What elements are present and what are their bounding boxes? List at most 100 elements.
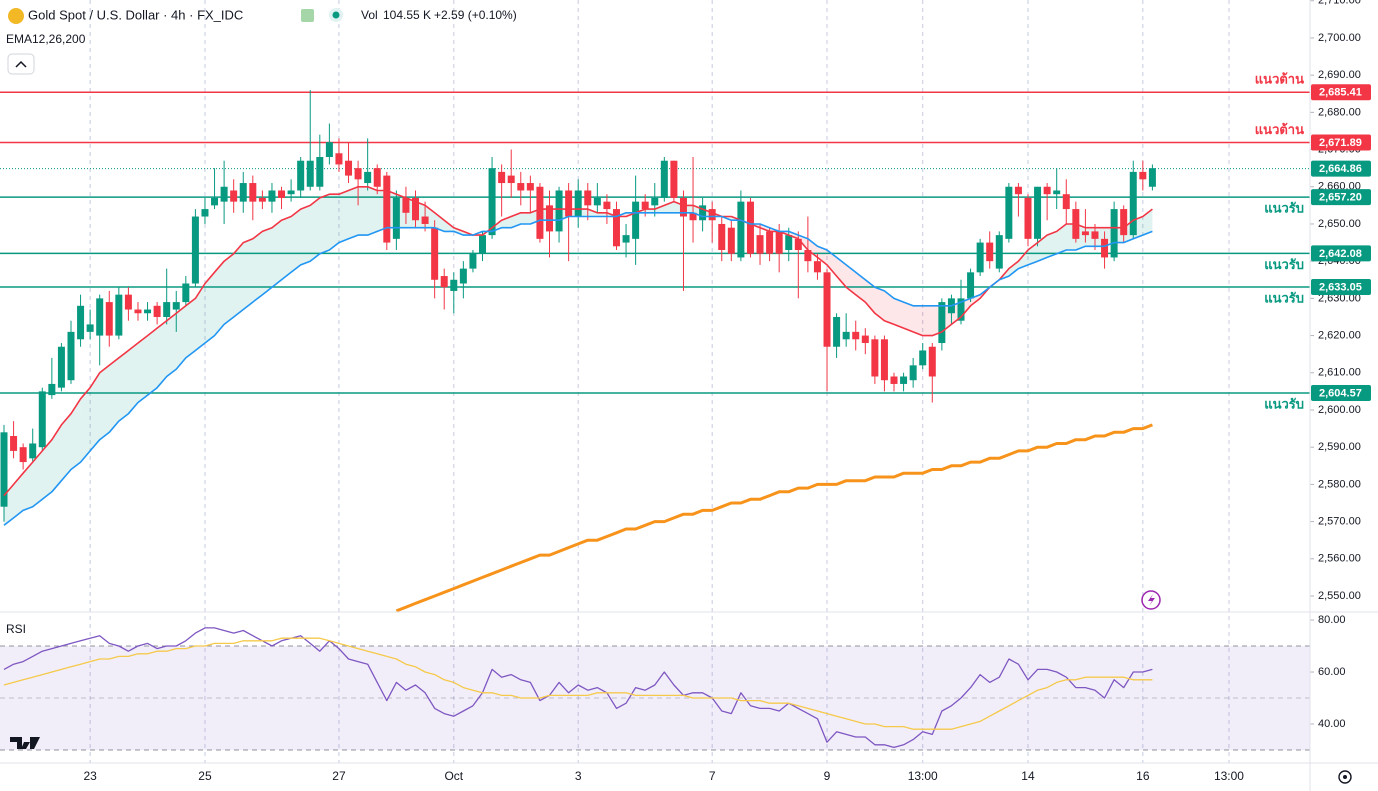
candle-body bbox=[354, 168, 362, 180]
candle-body bbox=[96, 298, 104, 336]
candle-body bbox=[431, 227, 439, 280]
candle-body bbox=[612, 209, 620, 247]
level-price-box bbox=[1311, 160, 1371, 177]
ema-cloud bbox=[224, 253, 234, 325]
ema-cloud bbox=[51, 424, 62, 492]
candle-body bbox=[57, 346, 65, 388]
candle-body bbox=[909, 365, 917, 381]
candle-body bbox=[1024, 197, 1032, 239]
ema-cloud bbox=[262, 227, 272, 295]
level-price-label: 2,633.05 bbox=[1319, 281, 1362, 293]
level-price-label: 2,604.57 bbox=[1319, 387, 1362, 399]
candle-body bbox=[871, 339, 879, 377]
candle-body bbox=[746, 201, 754, 254]
level-price-label: 2,664.86 bbox=[1319, 163, 1362, 175]
candle-body bbox=[498, 171, 506, 184]
candle-body bbox=[928, 346, 936, 377]
candle-body bbox=[325, 142, 333, 157]
level-annotation: แนวต้าน bbox=[1255, 72, 1304, 87]
candle-body bbox=[900, 376, 908, 384]
candle-body bbox=[919, 350, 927, 366]
y-tick-label: 2,690.00 bbox=[1318, 69, 1361, 81]
candle-body bbox=[775, 231, 783, 254]
ema-cloud bbox=[71, 398, 81, 470]
x-tick-label: 13:00 bbox=[1214, 769, 1244, 783]
level-annotation: แนวรับ bbox=[1264, 290, 1304, 305]
candle-body bbox=[565, 190, 573, 217]
y-tick-label: 2,630.00 bbox=[1318, 292, 1361, 304]
ema-cloud bbox=[252, 231, 263, 303]
y-tick-label: 2,590.00 bbox=[1318, 441, 1361, 453]
candle-body bbox=[1034, 186, 1042, 239]
ema-cloud bbox=[348, 186, 359, 239]
candle-body bbox=[679, 197, 687, 217]
candle-body bbox=[1110, 209, 1118, 258]
ema-cloud bbox=[894, 298, 904, 329]
candle-body bbox=[421, 216, 429, 224]
y-tick-label: 2,700.00 bbox=[1318, 32, 1361, 44]
y-tick-label: 40.00 bbox=[1318, 718, 1346, 730]
ema-cloud bbox=[281, 216, 292, 280]
candle-body bbox=[469, 253, 477, 269]
candle-body bbox=[622, 235, 630, 243]
candle-body bbox=[450, 279, 458, 291]
level-annotation: แนวรับ bbox=[1264, 396, 1304, 411]
candle-body bbox=[258, 197, 266, 202]
candle-body bbox=[890, 376, 898, 384]
collapse-button[interactable] bbox=[7, 53, 35, 75]
overlay-layer: 23 25 27 Oct 3 7 9 13:00 14 16 13:00 2,550.00 2,560.… bbox=[83, 0, 1371, 783]
level-price-box bbox=[1311, 279, 1371, 296]
ema-cloud bbox=[61, 413, 71, 481]
settings-icon[interactable] bbox=[1338, 770, 1352, 784]
ema-cloud bbox=[157, 320, 167, 388]
candle-body bbox=[0, 432, 8, 507]
candle-body bbox=[641, 201, 649, 210]
y-tick-label: 2,620.00 bbox=[1318, 329, 1361, 341]
level-price-box bbox=[1311, 384, 1371, 401]
candle-body bbox=[182, 283, 190, 303]
candle-body bbox=[660, 160, 668, 198]
candle-body bbox=[574, 190, 582, 217]
level-price-box bbox=[1311, 134, 1371, 151]
y-tick-label: 2,550.00 bbox=[1318, 590, 1361, 602]
candle-body bbox=[938, 302, 946, 344]
ema-cloud bbox=[233, 242, 244, 317]
candle-body bbox=[144, 309, 152, 314]
candle-body bbox=[584, 190, 592, 206]
level-price-box bbox=[1311, 245, 1371, 262]
candle-body bbox=[392, 197, 400, 239]
candle-body bbox=[115, 294, 123, 336]
candle-body bbox=[756, 235, 764, 254]
ema-cloud bbox=[645, 209, 655, 213]
level-price-label: 2,642.08 bbox=[1319, 248, 1362, 260]
ema-cloud bbox=[913, 305, 923, 336]
candle-body bbox=[536, 186, 544, 239]
ema-cloud bbox=[310, 197, 320, 262]
level-annotation: แนวต้าน bbox=[1255, 122, 1304, 137]
ema-cloud bbox=[788, 231, 799, 239]
y-tick-label: 2,580.00 bbox=[1318, 478, 1361, 490]
candle-body bbox=[1062, 194, 1070, 210]
candle-body bbox=[545, 205, 553, 232]
candle-body bbox=[852, 331, 860, 340]
rsi-line bbox=[3, 627, 1153, 749]
candle-body bbox=[995, 235, 1003, 269]
candle-body bbox=[278, 190, 286, 198]
ema-cloud bbox=[654, 205, 665, 213]
ema-cloud bbox=[1056, 224, 1067, 254]
candle-body bbox=[603, 201, 611, 210]
candle-body bbox=[268, 190, 276, 202]
y-tick-label: 2,710.00 bbox=[1318, 0, 1361, 7]
candle-body bbox=[517, 183, 525, 191]
candle-body bbox=[823, 272, 831, 347]
ema-cloud bbox=[42, 439, 52, 500]
ema-cloud bbox=[205, 272, 215, 343]
candle-body bbox=[1091, 231, 1099, 239]
marks-layer bbox=[0, 90, 1156, 749]
level-price-label: 2,685.41 bbox=[1319, 87, 1362, 99]
candle-body bbox=[124, 294, 132, 310]
level-annotation: แนวรับ bbox=[1264, 257, 1304, 272]
ema-cloud bbox=[23, 462, 33, 511]
candle-body bbox=[651, 197, 659, 206]
y-tick-label: 2,650.00 bbox=[1318, 218, 1361, 230]
